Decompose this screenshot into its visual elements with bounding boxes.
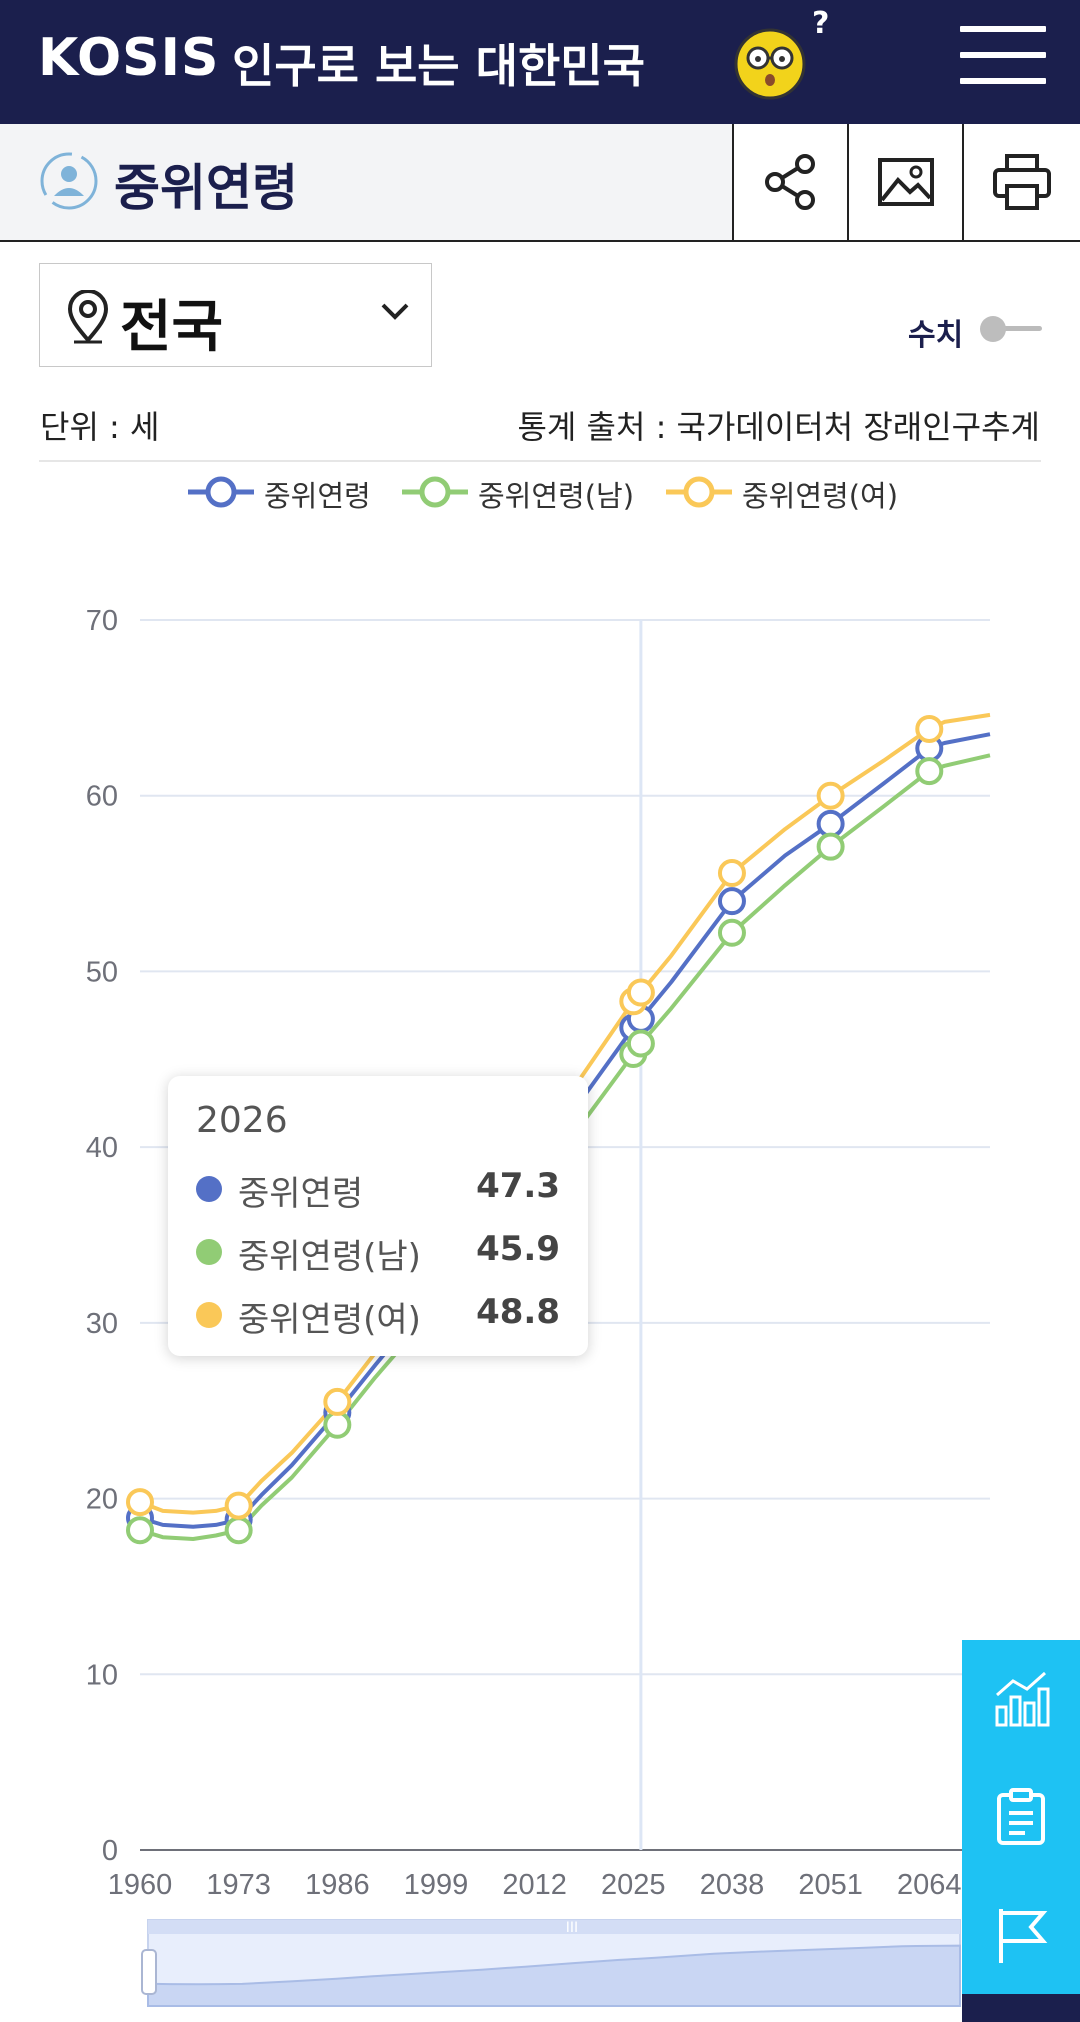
location-pin-icon <box>67 290 109 344</box>
data-point-marker <box>626 1029 655 1058</box>
share-icon <box>765 154 815 210</box>
y-tick-label: 50 <box>86 956 118 988</box>
image-icon <box>878 158 934 206</box>
series-dot-icon <box>196 1176 222 1202</box>
series-dot-icon <box>196 1239 222 1265</box>
page-title-bar: 중위연령 <box>0 124 1080 242</box>
x-tick-label: 2064 <box>897 1869 962 1901</box>
clipboard-icon <box>997 1788 1045 1845</box>
help-mark: ? <box>812 6 830 41</box>
app-header: KOSIS 인구로 보는 대한민국 ? <box>0 0 1080 124</box>
tooltip-row: 중위연령(남) 45.9 <box>196 1225 560 1277</box>
tooltip-series-value: 45.9 <box>476 1229 560 1269</box>
legend-label: 중위연령(남) <box>478 479 635 513</box>
data-zoom-handle <box>141 1949 157 1995</box>
data-point-marker <box>717 887 746 916</box>
tooltip-row: 중위연령(여) 48.8 <box>196 1288 560 1340</box>
y-tick-label: 10 <box>86 1659 118 1691</box>
data-table-button[interactable] <box>962 1758 1080 1876</box>
data-point-marker <box>126 1488 154 1517</box>
data-point-marker <box>816 781 845 810</box>
legend-line-marker-icon <box>402 476 468 508</box>
x-tick-label: 1986 <box>305 1869 370 1901</box>
hamburger-menu-button[interactable] <box>960 26 1046 98</box>
tooltip-series-name: 중위연령 <box>238 1174 364 1214</box>
x-tick-label: 1999 <box>404 1869 469 1901</box>
value-toggle-switch[interactable] <box>980 316 1042 342</box>
tooltip-series-value: 48.8 <box>476 1292 560 1332</box>
region-selected-value: 전국 <box>120 295 224 360</box>
data-point-marker <box>717 859 746 888</box>
x-tick-label: 1973 <box>206 1869 271 1901</box>
x-tick-label: 1960 <box>108 1869 173 1901</box>
tooltip-series-value: 47.3 <box>476 1166 560 1206</box>
value-toggle-label: 수치 <box>908 318 964 353</box>
data-point-marker <box>915 714 944 743</box>
header-slogan: 인구로 보는 대한민국 <box>232 39 645 93</box>
data-point-marker <box>224 1491 253 1520</box>
tooltip-series-name: 중위연령(여) <box>238 1300 421 1340</box>
data-zoom-grip-icon: III <box>566 1920 578 1936</box>
share-button[interactable] <box>732 124 847 240</box>
data-zoom-slider-top <box>148 1920 960 1934</box>
region-dropdown[interactable]: 전국 <box>39 263 432 367</box>
bar-chart-icon <box>995 1671 1050 1727</box>
y-tick-label: 30 <box>86 1308 118 1340</box>
kosis-logo[interactable]: KOSIS <box>38 28 220 88</box>
data-zoom-preview-area <box>147 1944 961 2007</box>
tooltip-row: 중위연령 47.3 <box>196 1162 560 1214</box>
x-tick-label: 2038 <box>700 1869 765 1901</box>
legend-label: 중위연령(여) <box>742 479 899 513</box>
mascot-icon[interactable] <box>730 22 812 100</box>
menu-line-icon <box>960 52 1046 58</box>
y-tick-label: 20 <box>86 1484 118 1516</box>
chevron-down-icon <box>381 303 409 320</box>
legend-line-marker-icon <box>666 476 732 508</box>
data-point-marker <box>323 1387 352 1416</box>
flag-icon <box>999 1909 1048 1963</box>
toggle-track <box>988 326 1042 331</box>
printer-icon <box>993 154 1051 210</box>
divider <box>39 460 1041 462</box>
image-save-button[interactable] <box>847 124 962 240</box>
page-title: 중위연령 <box>114 159 298 217</box>
x-tick-label: 2012 <box>502 1869 567 1901</box>
data-point-marker <box>323 1410 352 1439</box>
data-point-marker <box>224 1516 253 1545</box>
legend-label: 중위연령 <box>264 479 371 513</box>
unit-label: 단위 : 세 <box>40 408 160 446</box>
tooltip-series-name: 중위연령(남) <box>238 1237 421 1277</box>
person-refresh-icon <box>40 152 98 210</box>
y-tick-label: 40 <box>86 1132 118 1164</box>
data-point-marker <box>816 809 845 838</box>
data-point-marker <box>717 918 746 947</box>
data-point-marker <box>126 1516 154 1545</box>
x-tick-label: 2025 <box>601 1869 666 1901</box>
chart-view-button[interactable] <box>962 1640 1080 1758</box>
median-age-line-chart[interactable]: 0 10 20 30 40 50 60 70 1960 1973 1986 1999 2012 2025 2… <box>0 560 1080 2022</box>
y-tick-label: 0 <box>102 1835 118 1867</box>
data-point-marker <box>915 757 944 786</box>
menu-line-icon <box>960 78 1046 84</box>
y-tick-label: 70 <box>86 605 118 637</box>
print-button[interactable] <box>962 124 1080 240</box>
report-button[interactable] <box>962 1876 1080 1994</box>
menu-line-icon <box>960 26 1046 32</box>
chart-tooltip: 2026 중위연령 47.3 중위연령(남) 45.9 중위연령(여) 48.8 <box>168 1076 588 1356</box>
side-button-footer <box>962 1994 1080 2022</box>
series-dot-icon <box>196 1302 222 1328</box>
y-tick-label: 60 <box>86 781 118 813</box>
data-point-marker <box>816 832 845 861</box>
legend-line-marker-icon <box>188 476 254 508</box>
tooltip-year: 2026 <box>196 1100 288 1141</box>
chart-legend: 중위연령 중위연령(남) 중위연령(여) <box>0 470 1080 514</box>
source-label: 통계 출처 : 국가데이터처 장래인구추계 <box>517 408 1040 446</box>
x-tick-label: 2051 <box>798 1869 863 1901</box>
data-point-marker <box>626 978 655 1007</box>
toggle-knob <box>980 316 1006 342</box>
